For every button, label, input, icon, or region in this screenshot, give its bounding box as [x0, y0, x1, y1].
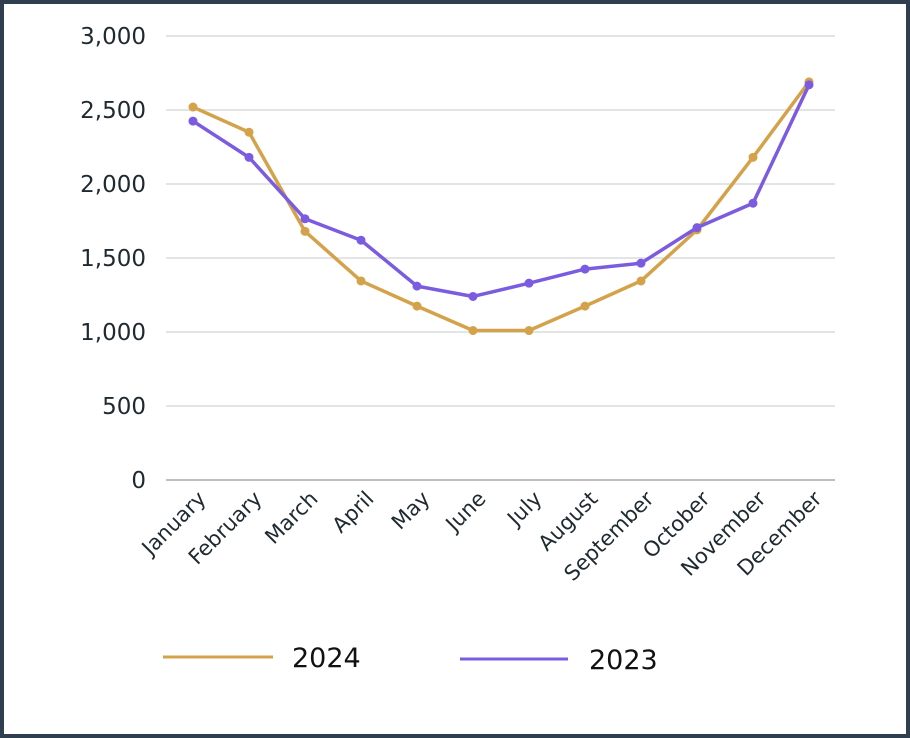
- data-point: [468, 326, 478, 336]
- legend-label: 2023: [589, 645, 658, 676]
- legend-item-2023: 2023: [460, 645, 658, 676]
- data-point: [692, 223, 702, 233]
- data-point: [636, 258, 646, 268]
- x-tick-label: May: [387, 487, 435, 535]
- data-point: [748, 198, 758, 208]
- data-point: [468, 291, 478, 301]
- x-tick-label: April: [328, 487, 379, 538]
- x-tick-label: July: [501, 487, 546, 532]
- data-point: [244, 127, 254, 137]
- y-tick-label: 3,000: [80, 24, 146, 50]
- legend: 2024 2023: [163, 643, 658, 676]
- series-lines: [188, 77, 814, 336]
- data-point: [524, 278, 534, 288]
- y-tick-label: 1,000: [80, 320, 146, 346]
- gridlines: [166, 35, 835, 481]
- data-point: [188, 116, 198, 126]
- data-point: [356, 235, 366, 245]
- data-point: [636, 276, 646, 286]
- y-axis-ticks: 0 500 1,000 1,500 2,000 2,500 3,000: [80, 24, 146, 494]
- data-point: [188, 102, 198, 112]
- y-tick-label: 500: [102, 394, 146, 420]
- data-point: [804, 80, 814, 90]
- x-tick-label: June: [440, 487, 491, 538]
- data-point: [300, 226, 310, 236]
- data-point: [412, 301, 422, 311]
- x-tick-label: March: [260, 487, 322, 549]
- data-point: [244, 152, 254, 162]
- data-point: [748, 152, 758, 162]
- y-tick-label: 1,500: [80, 246, 146, 272]
- series-line-2023: [191, 83, 811, 299]
- series-2024: [188, 77, 814, 336]
- data-point: [580, 301, 590, 311]
- series-2023: [188, 80, 814, 301]
- data-point: [412, 281, 422, 291]
- data-point: [300, 214, 310, 224]
- y-tick-label: 2,000: [80, 172, 146, 198]
- data-point: [524, 326, 534, 336]
- legend-label: 2024: [292, 643, 361, 674]
- y-tick-label: 0: [131, 468, 146, 494]
- data-point: [580, 264, 590, 274]
- data-point: [356, 276, 366, 286]
- series-line-2024: [191, 80, 811, 333]
- y-tick-label: 2,500: [80, 98, 146, 124]
- legend-item-2024: 2024: [163, 643, 361, 674]
